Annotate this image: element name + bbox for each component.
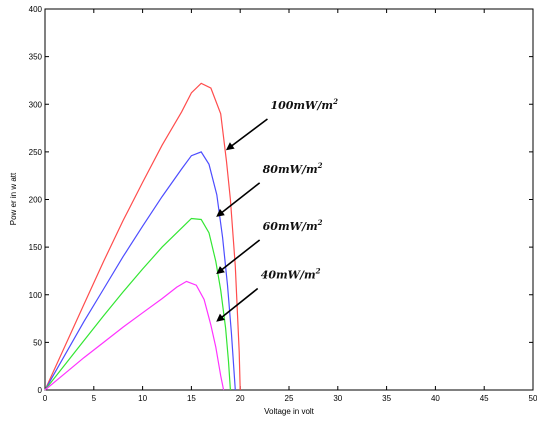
y-tick-label: 0 <box>38 386 43 395</box>
x-tick-label: 30 <box>333 394 342 403</box>
annotation-label-1: 100mW/m2 <box>270 97 338 112</box>
x-tick-label: 0 <box>43 394 48 403</box>
x-axis-label: Voltage in volt <box>264 407 315 416</box>
plot-area <box>44 8 534 391</box>
annotation-superscript: 2 <box>315 267 321 276</box>
y-tick-label: 100 <box>29 291 43 300</box>
annotation-superscript: 2 <box>332 97 338 106</box>
annotation-text: 100mW/m <box>270 99 333 112</box>
x-tick-label: 25 <box>285 394 294 403</box>
x-tick-label: 45 <box>480 394 489 403</box>
x-tick-label: 35 <box>382 394 391 403</box>
annotation-arrow-4 <box>216 287 259 322</box>
annotation-superscript: 2 <box>317 161 323 170</box>
annotation-text: 60mW/m <box>263 220 318 233</box>
y-tick-label: 200 <box>29 196 43 205</box>
annotation-superscript: 2 <box>317 218 323 227</box>
annotation-label-3: 60mW/m2 <box>263 218 323 233</box>
y-tick-label: 300 <box>29 100 43 109</box>
annotation-arrow-3 <box>216 239 261 275</box>
y-tick-label: 350 <box>29 53 43 62</box>
axis-ticks: 0 5 10 15 20 25 30 35 40 45 50 0 50 100 150 200 250 300 35… <box>29 5 537 403</box>
annotation-label-4: 40mW/m2 <box>261 267 321 282</box>
series-line-3 <box>44 217 231 391</box>
annotation-label-2: 80mW/m2 <box>263 161 323 176</box>
x-tick-label: 50 <box>529 394 537 403</box>
annotation-arrow-2 <box>216 182 261 217</box>
y-tick-label: 50 <box>33 338 42 347</box>
series-line-2 <box>44 151 236 391</box>
y-tick-label: 400 <box>29 5 43 14</box>
annotation-arrow-1 <box>225 118 268 151</box>
x-tick-label: 5 <box>92 394 97 403</box>
series-line-4 <box>44 280 225 391</box>
x-tick-label: 40 <box>431 394 440 403</box>
x-tick-label: 10 <box>138 394 147 403</box>
annotation-text: 80mW/m <box>263 163 318 176</box>
annotation-text: 40mW/m <box>261 269 316 282</box>
y-tick-label: 150 <box>29 243 43 252</box>
y-tick-label: 250 <box>29 148 43 157</box>
x-tick-label: 20 <box>236 394 245 403</box>
series-group <box>44 82 241 391</box>
series-line-1 <box>44 82 241 391</box>
x-tick-label: 15 <box>187 394 196 403</box>
y-axis-label: Pow er in w att <box>9 172 18 225</box>
